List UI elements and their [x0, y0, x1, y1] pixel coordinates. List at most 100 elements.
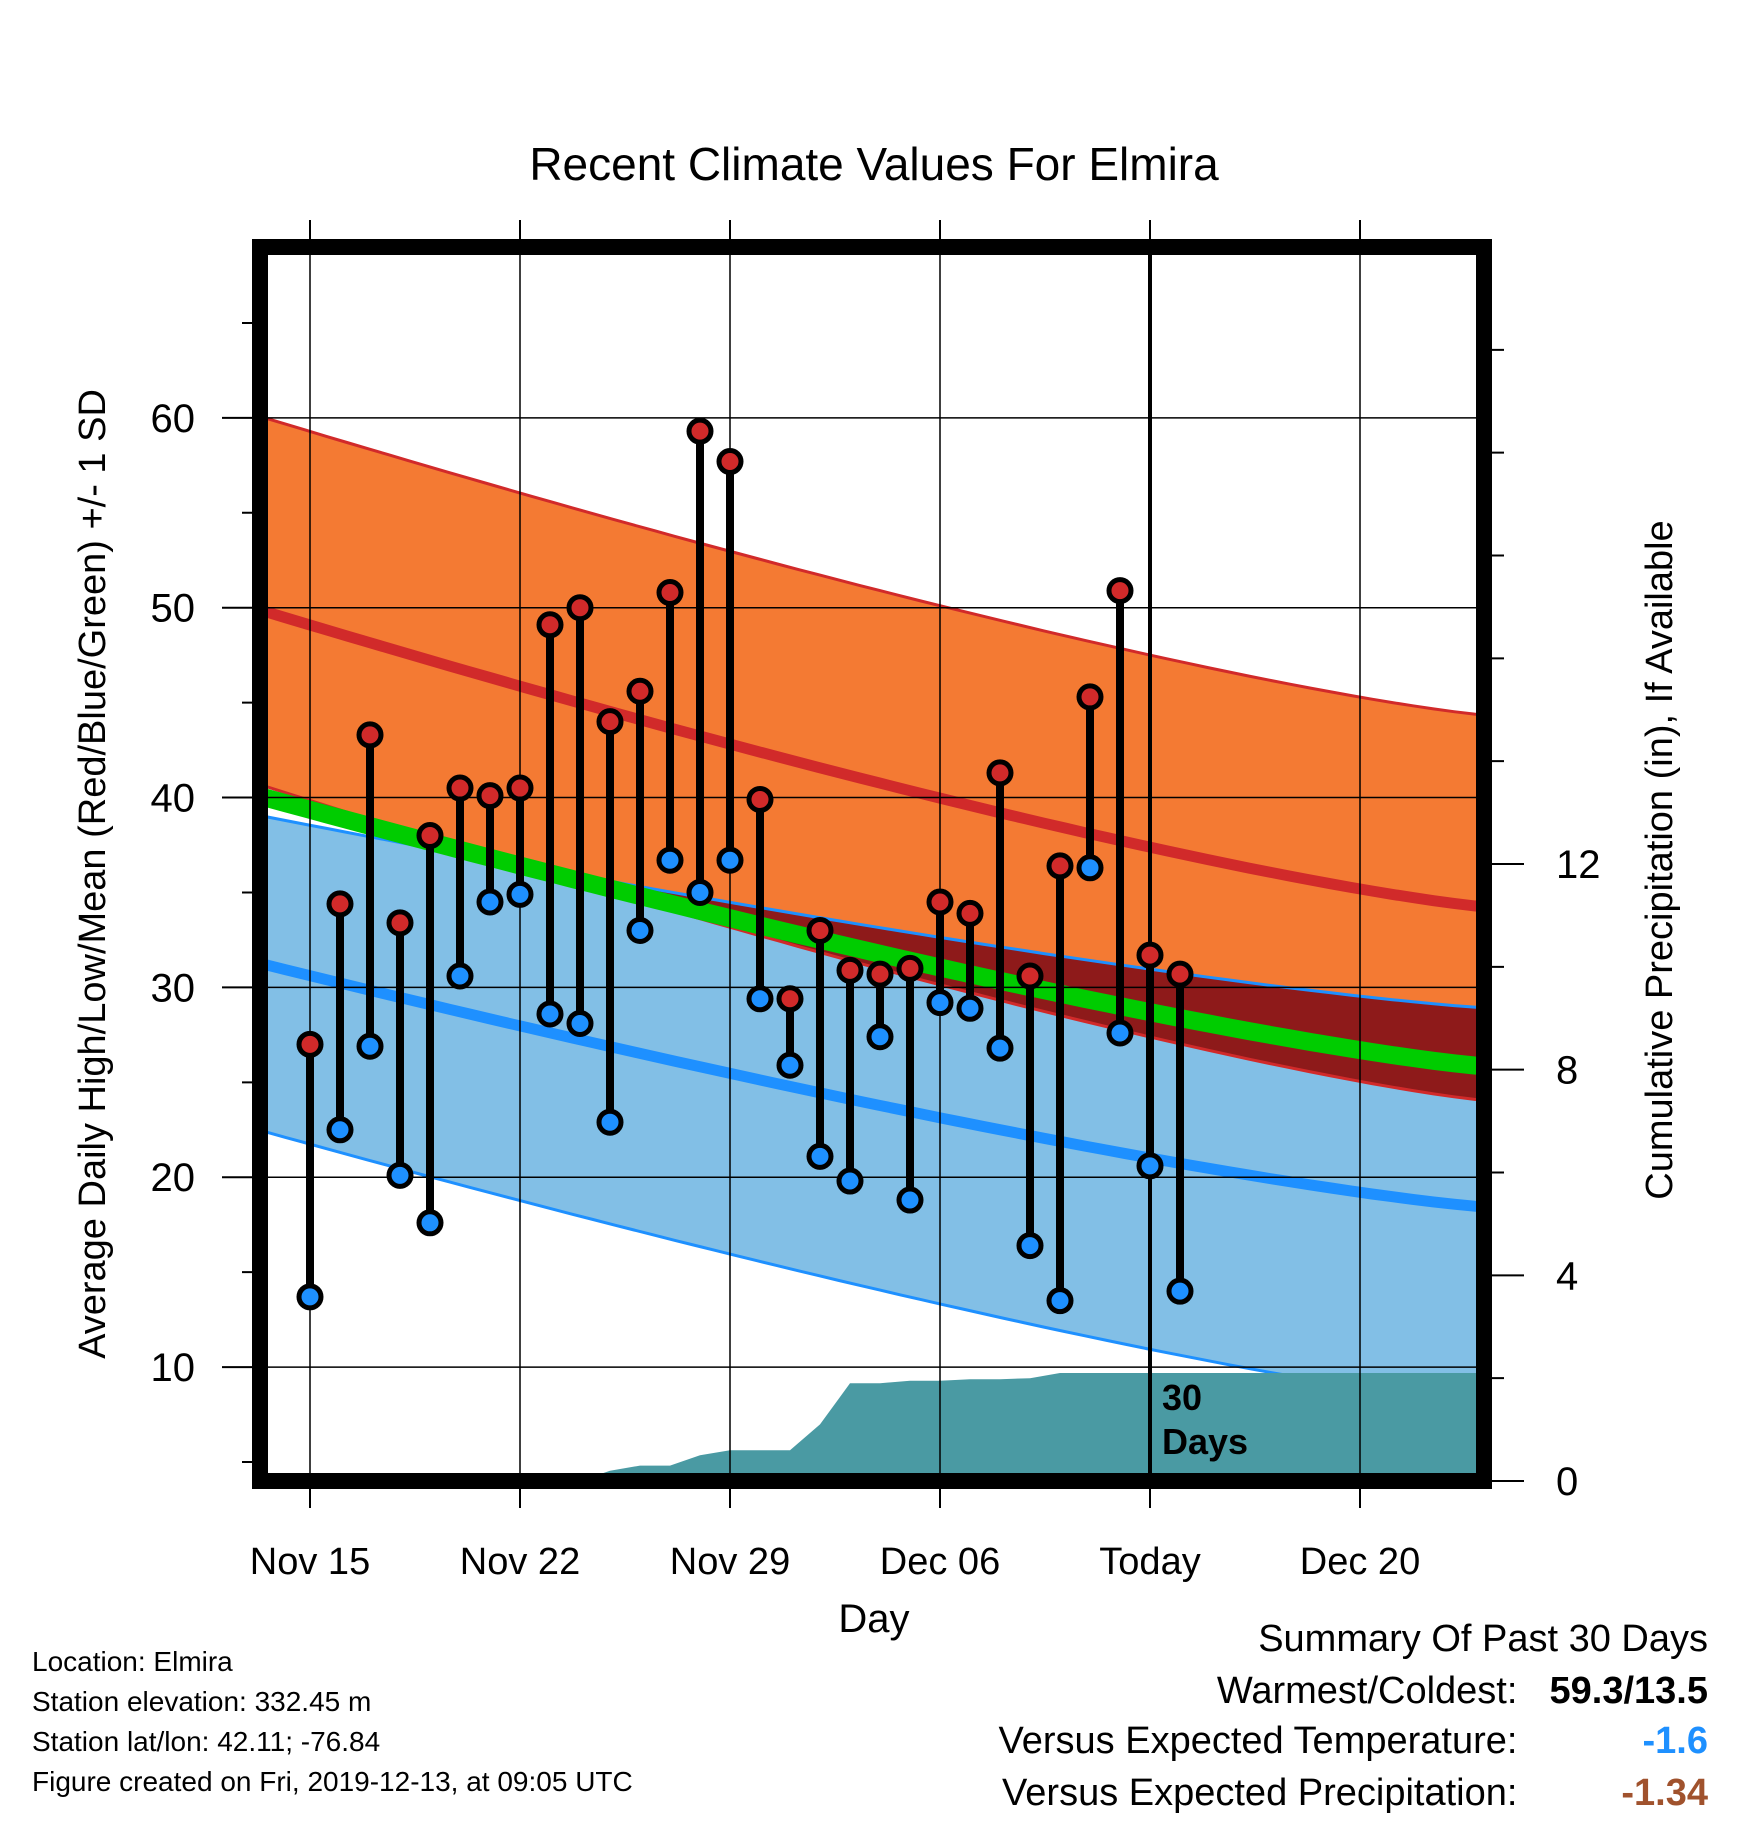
observed-high-point	[926, 888, 954, 916]
observed-high-point	[896, 954, 924, 982]
observed-high-point	[1076, 683, 1104, 711]
observed-low-point	[926, 989, 954, 1017]
observed-low-point	[566, 1009, 594, 1037]
chart-title: Recent Climate Values For Elmira	[529, 138, 1219, 190]
summary-precip-label: Versus Expected Precipitation:	[1002, 1772, 1518, 1814]
normal-mean-line	[262, 788, 1484, 1076]
observed-low-point	[416, 1209, 444, 1237]
observed-high-point	[956, 899, 984, 927]
observed-low-point	[1166, 1277, 1194, 1305]
observed-high-point	[416, 822, 444, 850]
y-tick-label: 60	[151, 397, 196, 441]
observed-low-point	[386, 1161, 414, 1189]
observed-low-point	[806, 1142, 834, 1170]
observed-low-point	[1136, 1152, 1164, 1180]
y2-tick-label: 0	[1556, 1460, 1578, 1504]
observed-high-point	[776, 985, 804, 1013]
info-location: Location: Elmira	[32, 1646, 233, 1677]
y-tick-label: 40	[151, 777, 196, 821]
normal-low-line	[263, 959, 1484, 1213]
observed-low-point	[956, 994, 984, 1022]
high-sd-upper-line	[264, 416, 1484, 717]
observed-low-point	[476, 888, 504, 916]
summary-warm-cold-label: Warmest/Coldest:	[1216, 1670, 1518, 1712]
observed-high-point	[836, 956, 864, 984]
y-tick-label: 10	[151, 1346, 196, 1390]
observed-low-point	[536, 1000, 564, 1028]
observed-high-point	[806, 916, 834, 944]
x-tick-label: Nov 29	[670, 1541, 790, 1583]
observed-low-point	[686, 878, 714, 906]
observed-low-point	[506, 880, 534, 908]
observed-low-point	[896, 1186, 924, 1214]
observed-high-point	[1106, 577, 1134, 605]
observed-high-point	[476, 782, 504, 810]
summary-temp: Versus Expected Temperature: -1.6	[999, 1720, 1708, 1763]
observed-high-point	[746, 785, 774, 813]
high-sd-band	[265, 417, 1484, 1101]
observed-low-point	[446, 962, 474, 990]
y-tick-label: 20	[151, 1156, 196, 1200]
y-tick-label: 50	[151, 587, 196, 631]
observed-low-point	[866, 1023, 894, 1051]
observed-high-point	[326, 890, 354, 918]
plot-area: 30 Days Nov 15 Nov 22 Nov 29 Dec 06 Today Dec 2…	[151, 220, 1601, 1583]
observed-low-point	[656, 846, 684, 874]
y-axis-label: Average Daily High/Low/Mean (Red/Blue/Gr…	[72, 389, 114, 1359]
y2-axis-label: Cumulative Precipitation (in), If Availa…	[1639, 520, 1681, 1199]
x-axis-label: Day	[838, 1597, 909, 1641]
observed-low-point	[626, 916, 654, 944]
observed-high-point	[866, 960, 894, 988]
observed-high-point	[506, 774, 534, 802]
observed-high-point	[1016, 962, 1044, 990]
x-tick-label: Nov 15	[250, 1541, 370, 1583]
precip-area	[260, 1373, 1484, 1481]
observed-high-point	[1136, 941, 1164, 969]
y2-tick-label: 12	[1556, 843, 1601, 887]
observed-high-point	[296, 1030, 324, 1058]
summary-precip-value: -1.34	[1621, 1772, 1708, 1814]
observed-high-point	[386, 909, 414, 937]
observed-high-point	[626, 677, 654, 705]
observed-high-point	[356, 721, 384, 749]
observed-high-point	[656, 579, 684, 607]
info-latlon: Station lat/lon: 42.11; -76.84	[32, 1726, 381, 1757]
x-tick-label: Nov 22	[460, 1541, 580, 1583]
observed-high-point	[1166, 960, 1194, 988]
observed-low-point	[1076, 854, 1104, 882]
summary-heading: Summary Of Past 30 Days	[1258, 1618, 1708, 1660]
observed-high-point	[716, 448, 744, 476]
x-tick-label: Dec 20	[1300, 1541, 1420, 1583]
summary-precip: Versus Expected Precipitation: -1.34	[1002, 1772, 1708, 1815]
x-tick-label: Today	[1099, 1541, 1200, 1583]
today-days-label: 30 Days	[1162, 1377, 1248, 1462]
y2-tick-label: 8	[1556, 1049, 1578, 1093]
observed-high-point	[986, 759, 1014, 787]
observed-low-point	[1016, 1232, 1044, 1260]
observed-high-point	[536, 611, 564, 639]
observed-low-point	[326, 1116, 354, 1144]
observed-high-point	[596, 708, 624, 736]
observed-low-point	[746, 985, 774, 1013]
observed-high-point	[566, 594, 594, 622]
summary-temp-label: Versus Expected Temperature:	[998, 1720, 1518, 1762]
observed-low-point	[356, 1032, 384, 1060]
observed-low-point	[986, 1034, 1014, 1062]
summary-temp-value: -1.6	[1642, 1720, 1708, 1762]
observed-low-point	[836, 1167, 864, 1195]
observed-low-point	[596, 1108, 624, 1136]
normal-high-line	[263, 606, 1484, 913]
info-created: Figure created on Fri, 2019-12-13, at 09…	[32, 1766, 633, 1797]
observed-high-point	[1046, 852, 1074, 880]
x-tick-label: Dec 06	[880, 1541, 1000, 1583]
observed-low-point	[716, 846, 744, 874]
info-elevation: Station elevation: 332.45 m	[32, 1686, 372, 1717]
summary-warm-cold-value: 59.3/13.5	[1549, 1670, 1708, 1712]
y-tick-label: 30	[151, 966, 196, 1010]
summary-warm-cold: Warmest/Coldest: 59.3/13.5	[1217, 1670, 1708, 1713]
observed-low-point	[296, 1283, 324, 1311]
observed-low-point	[776, 1051, 804, 1079]
y2-tick-label: 4	[1556, 1254, 1578, 1298]
observed-high-point	[446, 774, 474, 802]
